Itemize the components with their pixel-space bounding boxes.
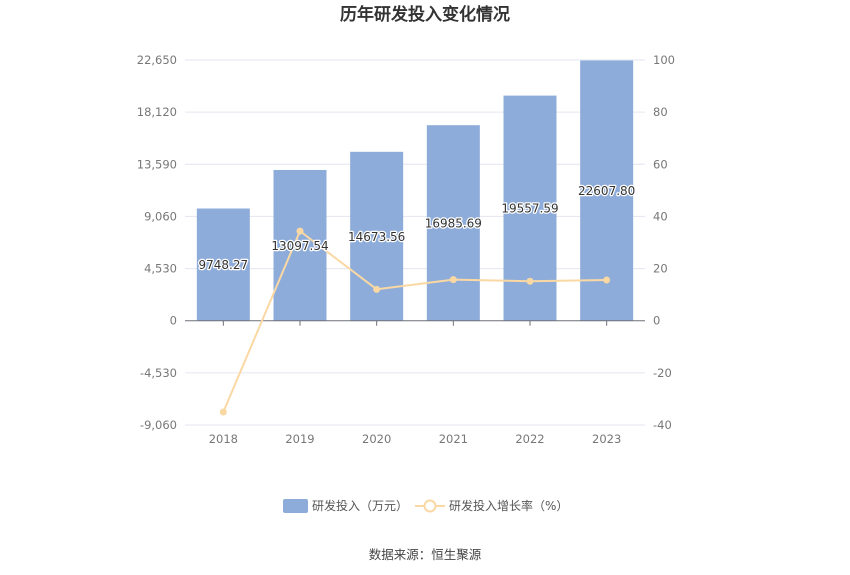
- bar: [196, 208, 250, 321]
- growth-rate-point: [603, 276, 611, 284]
- legend-line-marker[interactable]: [423, 499, 437, 513]
- growth-rate-point: [373, 285, 381, 293]
- right-tick-label: 0: [653, 314, 660, 328]
- right-tick-label: -20: [653, 366, 672, 380]
- legend: 研发投入（万元） 研发投入增长率（%）: [283, 498, 568, 513]
- left-tick-label: -4,530: [140, 366, 177, 380]
- right-tick-label: 80: [653, 105, 668, 119]
- legend-line-label[interactable]: 研发投入增长率（%）: [449, 498, 568, 513]
- right-tick-label: 40: [653, 209, 668, 223]
- left-tick-label: 0: [170, 314, 177, 328]
- x-tick-label: 2021: [439, 432, 468, 446]
- growth-rate-line: [222, 230, 607, 413]
- x-tick-label: 2018: [209, 432, 238, 446]
- bar-data-label: 22607.80: [578, 184, 635, 198]
- left-tick-label: 18,120: [137, 105, 177, 119]
- left-tick-label: 22,650: [137, 53, 177, 67]
- x-tick-label: 2022: [515, 432, 544, 446]
- line-series: [219, 227, 611, 416]
- x-tick-label: 2020: [362, 432, 391, 446]
- left-axis: -9,060 -4,530 0 4,530 9,060 13,590 18,120 22,65…: [137, 53, 177, 432]
- growth-rate-point: [219, 408, 227, 416]
- bar-data-label: 19557.59: [501, 202, 558, 216]
- right-tick-label: -40: [653, 418, 672, 432]
- left-tick-label: 9,060: [144, 209, 177, 223]
- chart-title: 历年研发投入变化情况: [340, 4, 510, 25]
- legend-bar-swatch[interactable]: [283, 499, 308, 513]
- bar-data-label: 13097.54: [271, 239, 328, 253]
- growth-rate-point: [449, 276, 457, 284]
- left-tick-label: 4,530: [144, 262, 177, 276]
- bar-data-label: 14673.56: [348, 230, 405, 244]
- grid-lines: [185, 59, 645, 426]
- bar-series: [196, 60, 634, 321]
- right-tick-label: 100: [653, 53, 675, 67]
- x-tick-label: 2019: [285, 432, 314, 446]
- legend-bar-label[interactable]: 研发投入（万元）: [312, 498, 408, 513]
- zero-axis-line: [185, 320, 645, 326]
- right-axis: -40 -20 0 20 40 60 80 100: [653, 53, 675, 432]
- right-tick-label: 20: [653, 262, 668, 276]
- source-note: 数据来源：恒生聚源: [369, 547, 482, 562]
- x-tick-label: 2023: [592, 432, 621, 446]
- bar: [426, 125, 480, 321]
- bar-data-label: 9748.27: [199, 258, 249, 272]
- growth-rate-point: [526, 277, 534, 285]
- bar-data-label: 16985.69: [425, 216, 482, 230]
- x-axis: 2018 2019 2020 2021 2022 2023: [209, 432, 622, 446]
- left-tick-label: 13,590: [137, 157, 177, 171]
- growth-rate-point: [296, 227, 304, 235]
- bar-data-labels: 9748.27 13097.54 14673.56 16985.69 19557.59 2…: [197, 183, 636, 274]
- left-tick-label: -9,060: [140, 418, 177, 432]
- right-tick-label: 60: [653, 157, 668, 171]
